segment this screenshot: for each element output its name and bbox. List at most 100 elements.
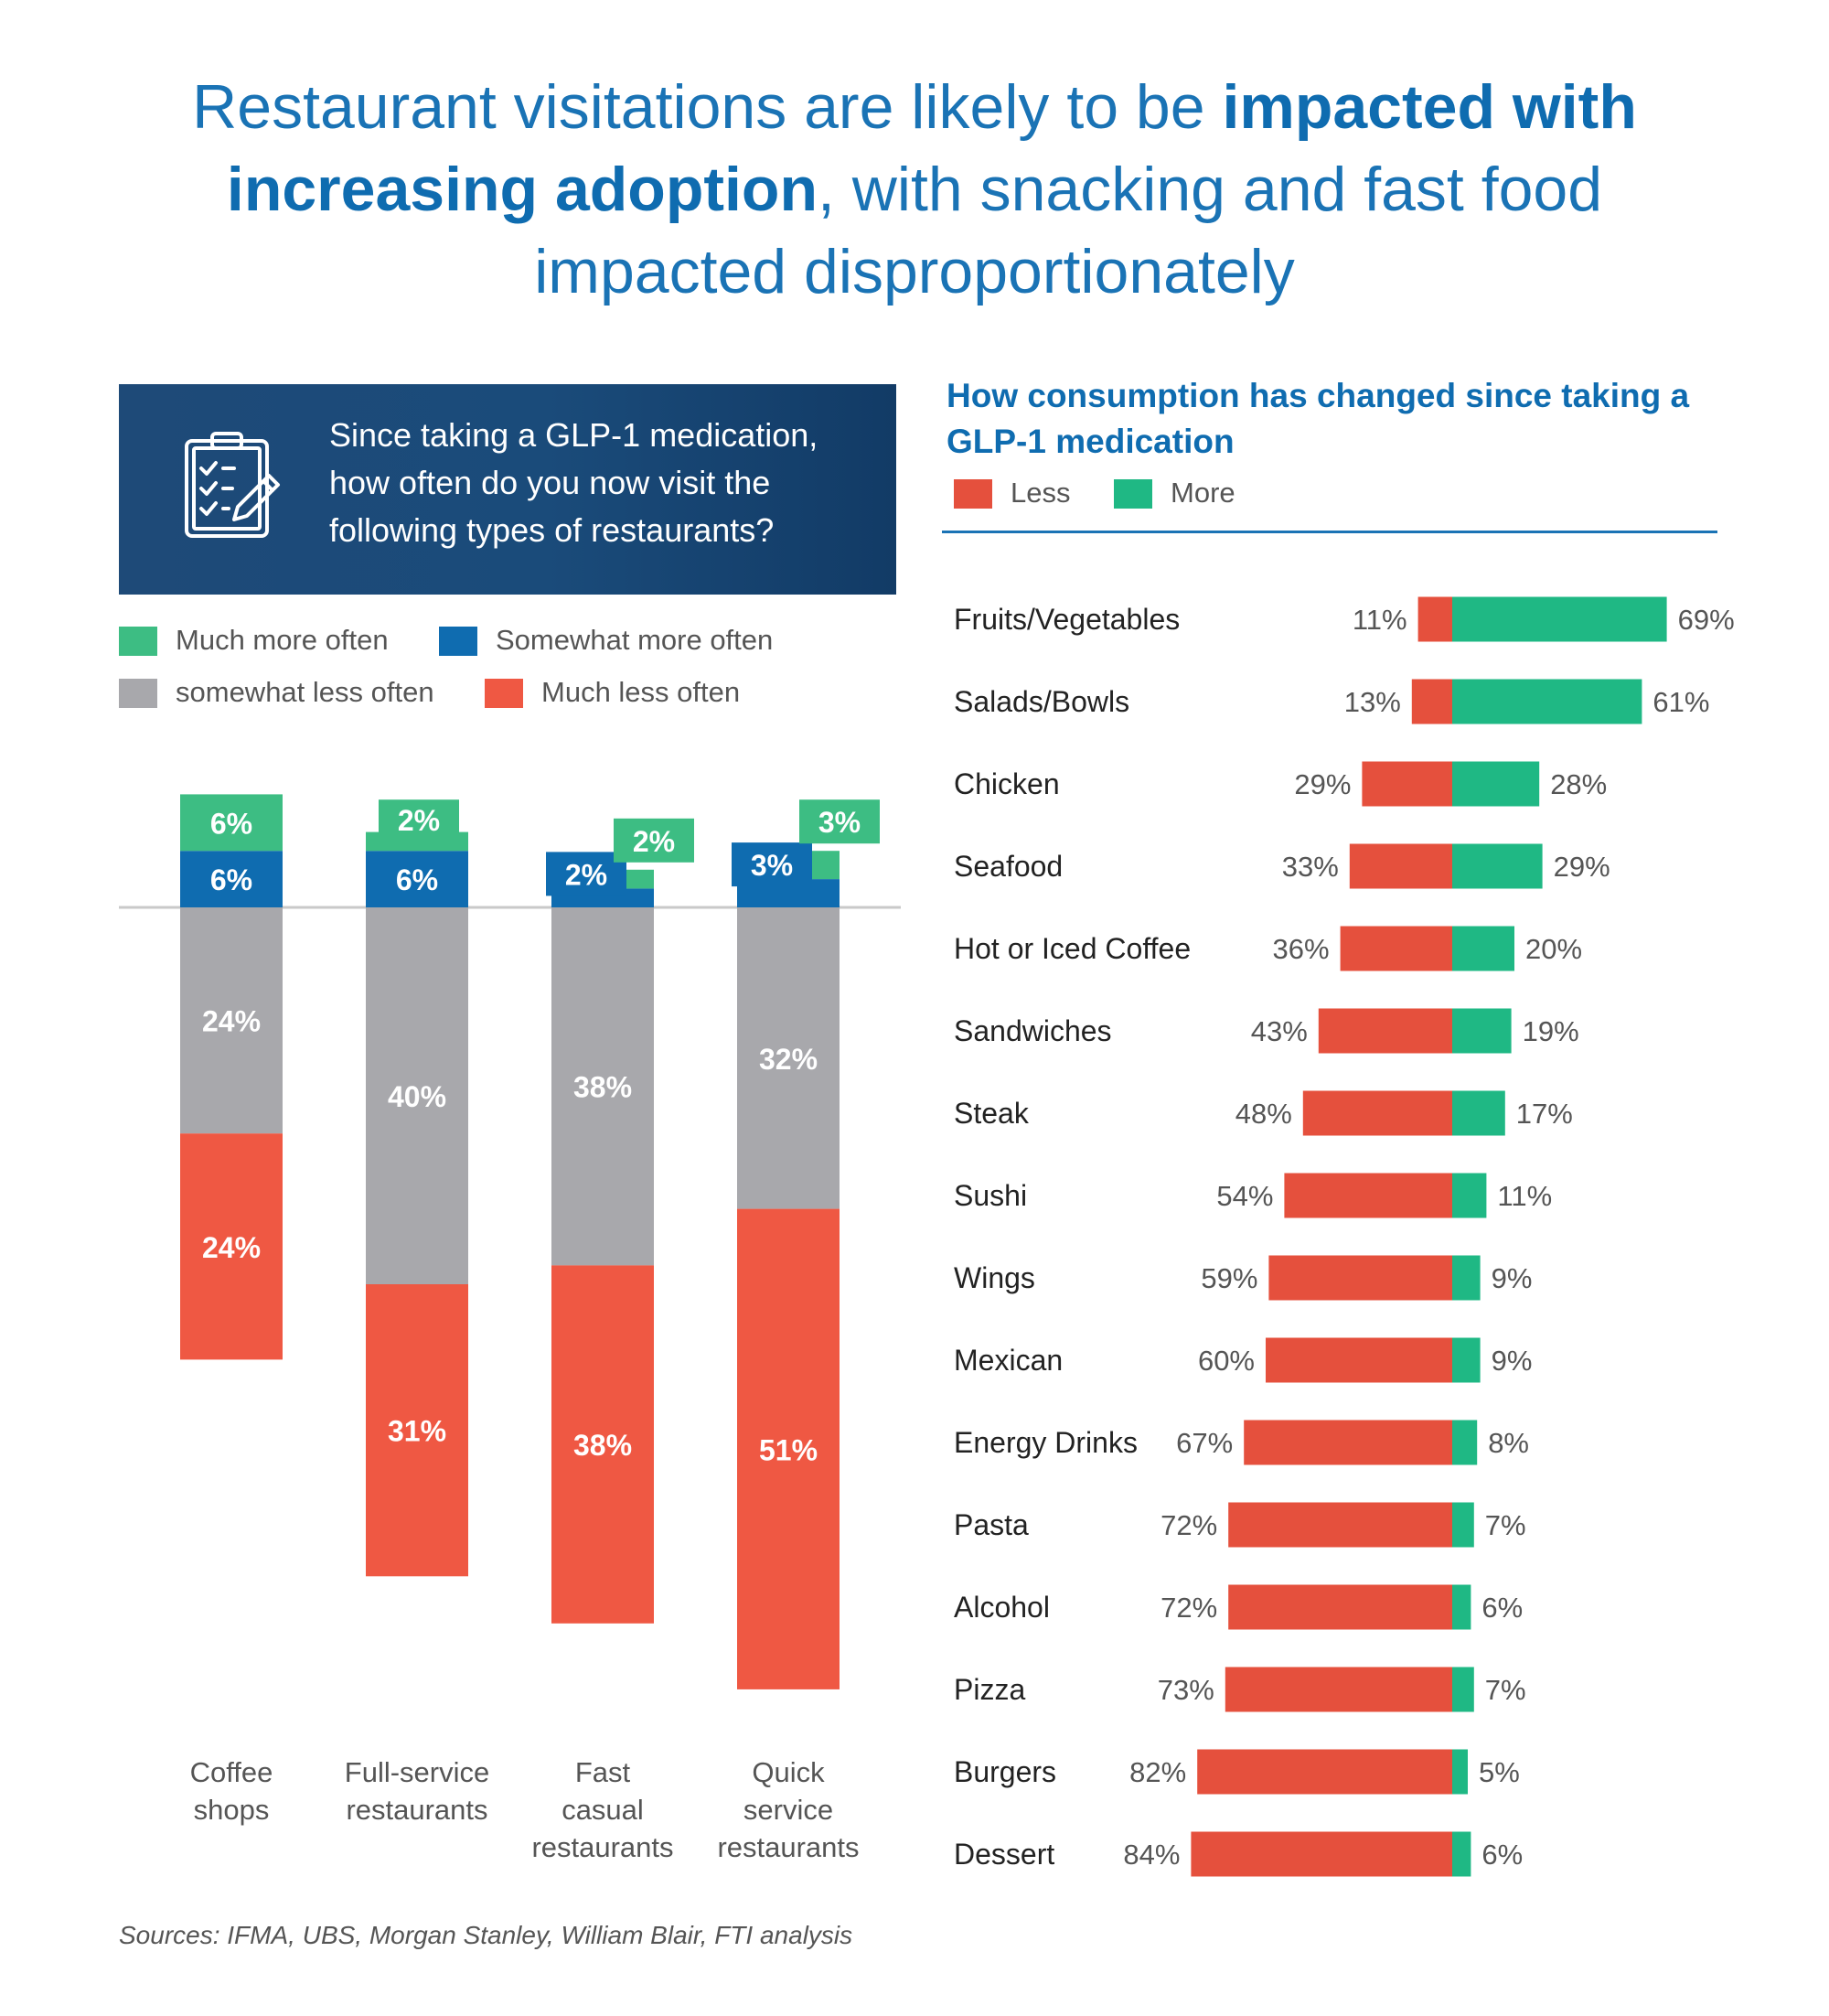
label-much-less-0: 24% — [202, 1231, 261, 1264]
value-less-6: 48% — [1235, 1098, 1292, 1130]
label-somewhat-less-1: 40% — [388, 1080, 446, 1113]
label-somewhat-more-1: 6% — [396, 863, 438, 896]
bar-more-1 — [1452, 679, 1642, 724]
value-less-11: 72% — [1161, 1509, 1217, 1541]
value-less-5: 43% — [1251, 1015, 1308, 1047]
category-label-0-0: Coffee — [190, 1756, 273, 1788]
right-divider-rule — [942, 531, 1717, 533]
label-much-less-2: 38% — [573, 1429, 632, 1462]
value-more-9: 9% — [1492, 1345, 1533, 1377]
value-more-0: 69% — [1678, 604, 1735, 636]
row-label-2: Chicken — [954, 767, 1060, 800]
legend-swatch-somewhat-less — [119, 679, 157, 708]
row-label-0: Fruits/Vegetables — [954, 603, 1180, 636]
bar-more-13 — [1452, 1667, 1474, 1712]
bar-more-0 — [1452, 596, 1667, 642]
legend-swatch-less — [954, 479, 992, 509]
category-label-1-1: restaurants — [346, 1794, 487, 1826]
value-less-0: 11% — [1353, 604, 1407, 636]
category-label-3-2: restaurants — [717, 1831, 859, 1863]
label-much-less-3: 51% — [759, 1433, 818, 1466]
row-label-9: Mexican — [954, 1344, 1063, 1377]
value-less-3: 33% — [1282, 851, 1339, 883]
bar-less-4 — [1340, 926, 1452, 971]
left-legend: Much more often Somewhat more often some… — [119, 624, 905, 718]
value-less-4: 36% — [1273, 933, 1330, 965]
clipboard-checklist-icon — [185, 432, 280, 538]
value-more-3: 29% — [1554, 851, 1610, 883]
legend-label-much-more: Much more often — [176, 624, 389, 656]
value-less-10: 67% — [1176, 1427, 1233, 1459]
bar-somewhat-less-0 — [180, 907, 283, 1134]
bar-more-2 — [1452, 761, 1540, 807]
legend-swatch-somewhat-more — [439, 627, 477, 656]
row-label-12: Alcohol — [954, 1591, 1050, 1624]
category-label-3-0: Quick — [752, 1756, 825, 1788]
label-much-less-1: 31% — [388, 1415, 446, 1448]
legend-label-less: Less — [1011, 477, 1071, 509]
label-much-more-0: 6% — [210, 807, 252, 840]
category-label-2-1: casual — [562, 1794, 644, 1826]
legend-swatch-more — [1114, 479, 1152, 509]
bar-much-less-0 — [180, 1133, 283, 1360]
row-label-11: Pasta — [954, 1508, 1029, 1541]
bar-much-less-2 — [551, 1265, 654, 1624]
row-label-1: Salads/Bowls — [954, 685, 1129, 718]
headline-part2: , with snacking and fast food impacted d… — [534, 155, 1603, 306]
bar-more-3 — [1452, 843, 1543, 889]
value-less-9: 60% — [1198, 1345, 1255, 1377]
bar-less-13 — [1225, 1667, 1452, 1712]
headline-part1: Restaurant visitations are likely to be — [192, 72, 1223, 142]
right-chart-title: How consumption has changed since taking… — [947, 377, 1690, 460]
row-label-13: Pizza — [954, 1673, 1025, 1706]
bar-somewhat-less-2 — [551, 907, 654, 1266]
bar-less-15 — [1191, 1831, 1452, 1877]
row-label-15: Dessert — [954, 1838, 1054, 1871]
bar-less-12 — [1228, 1584, 1452, 1630]
value-less-14: 82% — [1129, 1756, 1186, 1788]
legend-swatch-much-less — [485, 679, 523, 708]
callout-somewhat-more-2 — [546, 852, 626, 896]
bar-more-7 — [1452, 1173, 1487, 1218]
value-more-4: 20% — [1525, 933, 1582, 965]
bar-more-11 — [1452, 1502, 1474, 1548]
value-less-15: 84% — [1123, 1839, 1180, 1871]
bar-less-14 — [1197, 1749, 1452, 1795]
bar-somewhat-more-1 — [366, 851, 468, 907]
value-more-6: 17% — [1516, 1098, 1573, 1130]
headline-bold: impacted with increasing adoption — [226, 72, 1637, 224]
value-more-10: 8% — [1488, 1427, 1529, 1459]
bar-much-less-3 — [737, 1208, 840, 1689]
row-label-4: Hot or Iced Coffee — [954, 932, 1191, 965]
bar-much-more-2 — [551, 869, 654, 889]
category-label-2-2: restaurants — [531, 1831, 673, 1863]
row-label-5: Sandwiches — [954, 1014, 1112, 1047]
value-more-14: 5% — [1479, 1756, 1520, 1788]
value-more-13: 7% — [1485, 1674, 1526, 1706]
bar-much-more-3 — [737, 851, 840, 880]
row-label-6: Steak — [954, 1097, 1030, 1130]
bar-more-10 — [1452, 1420, 1478, 1465]
bar-more-6 — [1452, 1090, 1505, 1136]
bar-much-more-0 — [180, 794, 283, 852]
legend-swatch-much-more — [119, 627, 157, 656]
bar-less-5 — [1318, 1008, 1452, 1054]
callout-much-more-2 — [614, 818, 694, 863]
bar-somewhat-more-3 — [737, 879, 840, 907]
bar-more-14 — [1452, 1749, 1468, 1795]
callout-somewhat-more-3 — [732, 842, 812, 887]
category-label-0-1: shops — [194, 1794, 270, 1826]
bar-more-4 — [1452, 926, 1514, 971]
value-less-2: 29% — [1294, 768, 1351, 800]
value-more-7: 11% — [1497, 1180, 1552, 1212]
bar-more-9 — [1452, 1337, 1481, 1383]
bar-more-8 — [1452, 1255, 1481, 1301]
bar-less-7 — [1284, 1173, 1452, 1218]
bar-somewhat-more-2 — [551, 888, 654, 907]
label-much-more-2: 2% — [633, 825, 675, 858]
bar-more-5 — [1452, 1008, 1512, 1054]
bar-much-less-1 — [366, 1284, 468, 1577]
value-less-12: 72% — [1161, 1592, 1217, 1624]
label-somewhat-less-0: 24% — [202, 1005, 261, 1038]
callout-much-more-3 — [799, 799, 880, 844]
